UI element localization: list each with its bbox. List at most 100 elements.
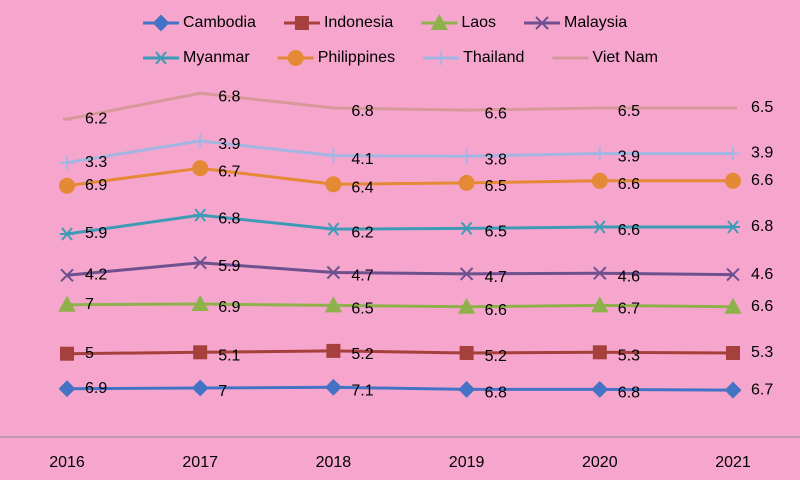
data-label: 6.8 — [751, 218, 773, 235]
data-label: 6.5 — [618, 103, 640, 120]
data-label: 5.3 — [751, 344, 773, 361]
data-label: 6.7 — [751, 381, 773, 398]
marker — [724, 297, 742, 314]
data-label: 6.8 — [351, 103, 373, 120]
data-label: 6.5 — [351, 301, 373, 318]
data-label: 5.9 — [218, 258, 240, 275]
marker — [59, 177, 75, 194]
data-label: 6.7 — [218, 163, 240, 180]
data-label: 6.5 — [751, 99, 773, 116]
marker — [326, 222, 341, 236]
data-label: 4.6 — [618, 268, 640, 285]
data-label: 6.6 — [618, 176, 640, 193]
data-label: 5.9 — [85, 225, 107, 242]
data-label: 6.6 — [485, 302, 507, 319]
data-label: 7 — [85, 296, 94, 313]
data-label: 6.5 — [485, 178, 507, 195]
marker — [434, 51, 449, 65]
legend-label: Thailand — [463, 49, 524, 66]
series: 7 6.9 6.5 6.6 6.7 6.6 — [58, 294, 773, 319]
data-label: 7.1 — [351, 383, 373, 400]
marker — [193, 255, 207, 270]
marker — [192, 160, 209, 177]
data-label: 6.8 — [218, 210, 240, 227]
data-label: 6.8 — [485, 385, 507, 402]
series-line — [66, 385, 734, 392]
series-line — [66, 213, 733, 236]
marker — [593, 266, 607, 280]
data-label: 6.2 — [85, 110, 107, 127]
x-tick-label: 2019 — [449, 454, 485, 471]
data-label: 6.9 — [218, 299, 240, 316]
legend-label: Cambodia — [183, 14, 256, 31]
series-line — [66, 261, 734, 277]
marker — [60, 268, 74, 283]
legend-label: Viet Nam — [592, 49, 658, 66]
data-label: 3.8 — [485, 152, 507, 169]
series: 5 5.1 5.2 5.2 5.3 5.3 — [60, 343, 773, 365]
series: 6.9 7 7.1 6.8 6.8 6.7 — [58, 378, 773, 402]
marker — [152, 14, 170, 32]
marker — [58, 295, 76, 312]
data-label: 6.7 — [618, 301, 640, 318]
data-label: 4.7 — [351, 268, 373, 285]
marker — [430, 13, 449, 30]
marker — [726, 146, 740, 161]
marker — [326, 343, 341, 358]
x-tick-label: 2017 — [182, 454, 218, 471]
marker — [324, 378, 342, 396]
data-label: 4.6 — [751, 266, 773, 283]
marker — [60, 346, 74, 361]
marker — [726, 346, 740, 360]
data-label: 5 — [85, 345, 94, 362]
marker — [459, 346, 474, 360]
marker — [193, 208, 208, 222]
series: 6.2 6.8 6.8 6.6 6.5 6.5 — [63, 89, 773, 127]
series-line — [66, 139, 733, 165]
series: 4.2 5.9 4.7 4.7 4.6 4.6 — [60, 255, 773, 286]
legend-label: Indonesia — [324, 14, 393, 31]
marker — [724, 381, 742, 399]
marker — [191, 294, 209, 311]
marker — [294, 16, 309, 30]
data-label: 3.9 — [218, 136, 240, 153]
marker — [725, 172, 741, 189]
legend-label: Philippines — [318, 49, 395, 66]
data-label: 4.2 — [85, 267, 107, 284]
marker — [58, 380, 76, 398]
data-label: 6.2 — [351, 224, 373, 241]
series: 6.9 6.7 6.4 6.5 6.6 6.6 — [59, 160, 773, 197]
marker — [326, 148, 341, 163]
marker — [324, 296, 343, 313]
x-tick-label: 2016 — [49, 454, 85, 471]
marker — [591, 380, 609, 398]
marker — [592, 220, 607, 234]
marker — [193, 133, 208, 148]
data-label: 6.9 — [85, 177, 107, 194]
data-label: 7 — [218, 383, 227, 400]
marker — [457, 297, 476, 314]
data-label: 6.9 — [85, 380, 107, 397]
marker — [193, 345, 208, 360]
marker — [287, 50, 304, 66]
data-label: 6.8 — [618, 385, 640, 402]
series: 5.9 6.8 6.2 6.5 6.6 6.8 — [60, 208, 773, 242]
marker — [459, 267, 474, 281]
series: 3.3 3.9 4.1 3.8 3.9 3.9 — [60, 133, 773, 171]
data-label: 6.5 — [485, 224, 507, 241]
data-label: 3.9 — [618, 149, 640, 166]
marker — [592, 146, 607, 161]
marker — [591, 172, 608, 189]
x-tick-label: 2018 — [316, 454, 352, 471]
marker — [458, 174, 475, 191]
x-tick-label: 2021 — [715, 454, 751, 471]
data-label: 6.6 — [618, 222, 640, 239]
marker — [726, 267, 740, 282]
marker — [326, 265, 341, 280]
data-label: 6.8 — [218, 89, 240, 106]
x-tick-label: 2020 — [582, 454, 618, 471]
legend-label: Myanmar — [183, 49, 250, 66]
data-label: 5.1 — [218, 348, 240, 365]
data-label: 6.6 — [485, 105, 507, 122]
